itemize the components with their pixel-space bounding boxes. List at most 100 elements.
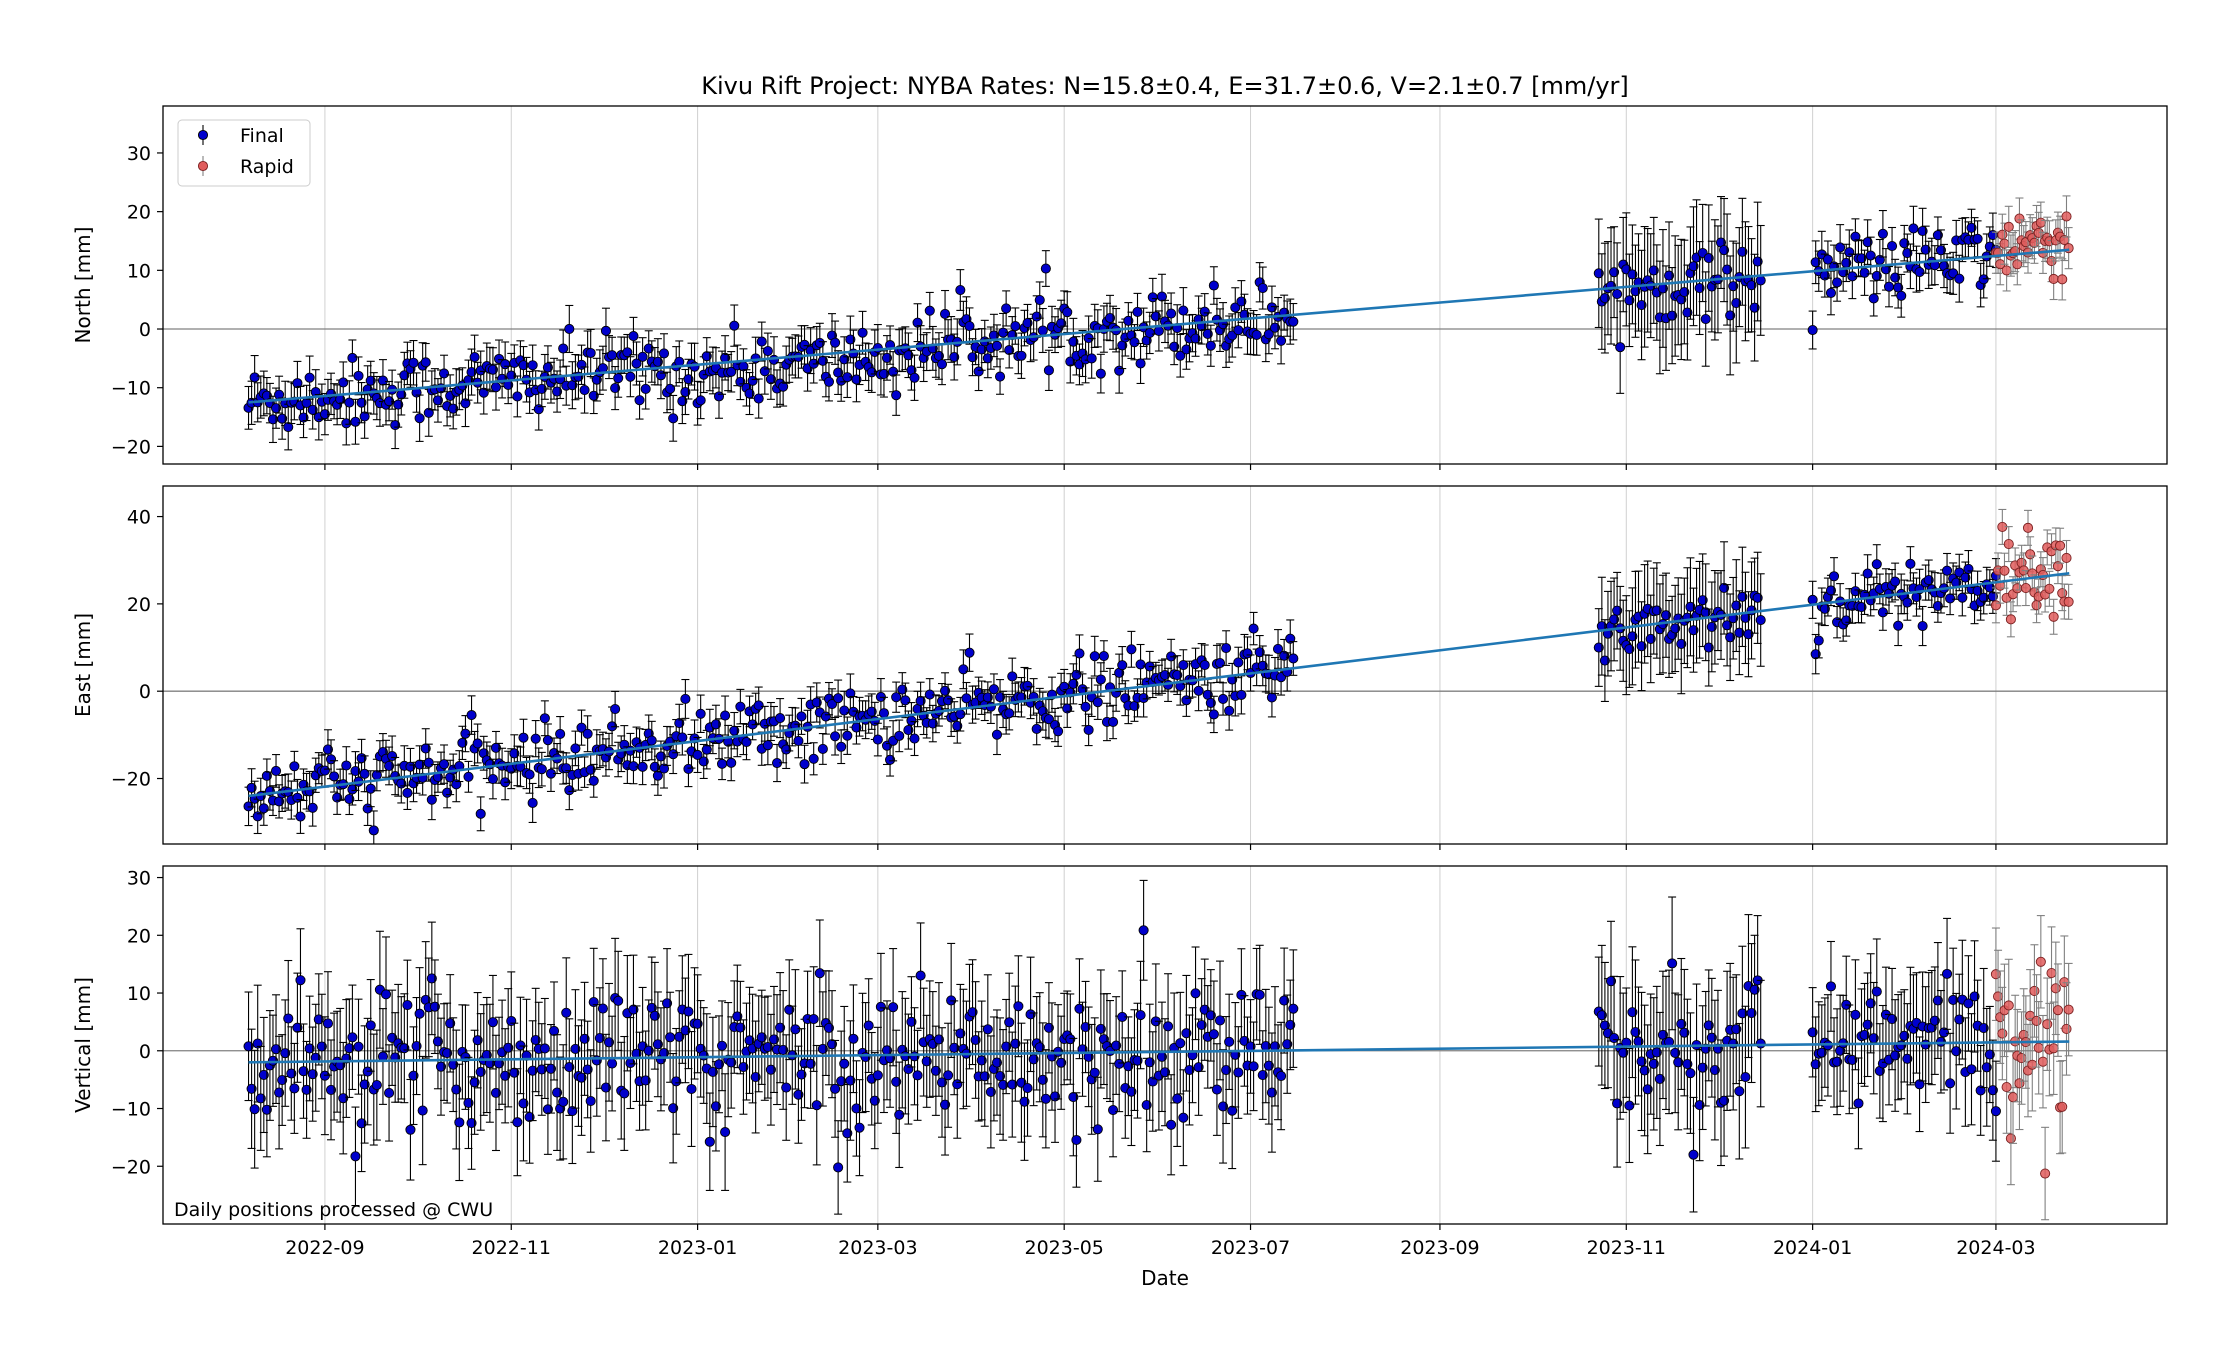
final-point [763, 346, 772, 355]
final-point [339, 378, 348, 387]
final-point [1808, 325, 1817, 334]
final-point [855, 1123, 864, 1132]
final-point [1002, 304, 1011, 313]
final-point [812, 1101, 821, 1110]
final-point [406, 1125, 415, 1134]
y-tick-label: 30 [127, 868, 151, 890]
final-point [809, 754, 818, 763]
x-tick-label: 2022-11 [472, 1237, 551, 1259]
final-point [1063, 308, 1072, 317]
final-point [424, 758, 433, 767]
final-point [525, 770, 534, 779]
final-point [815, 969, 824, 978]
rapid-point [1998, 230, 2007, 239]
final-point [638, 352, 647, 361]
final-point [519, 733, 528, 742]
final-point [1613, 289, 1622, 298]
final-point [791, 1025, 800, 1034]
final-point [623, 348, 632, 357]
final-point [1179, 660, 1188, 669]
final-point [837, 742, 846, 751]
final-point [607, 1059, 616, 1068]
final-point [641, 384, 650, 393]
final-point [467, 710, 476, 719]
final-point [956, 285, 965, 294]
y-tick-label: 10 [127, 983, 151, 1005]
final-point [1136, 660, 1145, 669]
final-point [415, 1009, 424, 1018]
final-point [834, 694, 843, 703]
final-point [1011, 321, 1020, 330]
final-point [290, 1084, 299, 1093]
x-tick-label: 2023-01 [658, 1237, 737, 1259]
final-point [1225, 706, 1234, 715]
final-point [1145, 328, 1154, 337]
final-point [1167, 309, 1176, 318]
final-point [1218, 694, 1227, 703]
final-point [1093, 698, 1102, 707]
final-point [1616, 343, 1625, 352]
final-point [763, 741, 772, 750]
final-point [1215, 658, 1224, 667]
final-point [717, 759, 726, 768]
final-point [892, 391, 901, 400]
final-point [1252, 330, 1261, 339]
final-point [473, 739, 482, 748]
final-point [369, 826, 378, 835]
rapid-point [2026, 550, 2035, 559]
final-point [992, 341, 1001, 350]
final-point [415, 414, 424, 423]
final-point [992, 730, 1001, 739]
final-point [830, 732, 839, 741]
final-point [351, 1152, 360, 1161]
final-point [1221, 643, 1230, 652]
final-point [959, 665, 968, 674]
final-point [937, 360, 946, 369]
y-tick-label: −20 [111, 436, 151, 458]
final-point [830, 338, 839, 347]
final-point [1154, 326, 1163, 335]
final-point [461, 729, 470, 738]
final-point [513, 392, 522, 401]
final-point [476, 809, 485, 818]
final-point [1179, 306, 1188, 315]
final-point [873, 735, 882, 744]
final-point [354, 1042, 363, 1051]
final-point [1878, 608, 1887, 617]
y-axis-label: Vertical [mm] [71, 977, 95, 1113]
final-point [611, 704, 620, 713]
final-point [1915, 267, 1924, 276]
fit-line [249, 573, 2070, 796]
final-point [1234, 658, 1243, 667]
final-point [1099, 651, 1108, 660]
final-point [403, 788, 412, 797]
final-point [296, 976, 305, 985]
final-point [895, 1110, 904, 1119]
final-point [1053, 727, 1062, 736]
final-point [409, 358, 418, 367]
final-point [754, 701, 763, 710]
final-point [638, 762, 647, 771]
final-point [531, 734, 540, 743]
final-point [562, 1008, 571, 1017]
y-tick-label: −20 [111, 1156, 151, 1178]
final-point [1946, 594, 1955, 603]
x-tick-label: 2024-03 [1956, 1237, 2035, 1259]
final-point [864, 1021, 873, 1030]
final-point [1829, 572, 1838, 581]
final-point [607, 351, 616, 360]
final-point [271, 766, 280, 775]
final-point [834, 1163, 843, 1172]
final-point [543, 736, 552, 745]
final-point [601, 326, 610, 335]
final-point [1887, 241, 1896, 250]
y-axis-label: North [mm] [71, 227, 95, 344]
final-point [940, 309, 949, 318]
final-point [629, 762, 638, 771]
final-point [556, 729, 565, 738]
final-point [849, 1034, 858, 1043]
rapid-point [2004, 539, 2013, 548]
final-point [439, 760, 448, 769]
final-point [614, 996, 623, 1005]
